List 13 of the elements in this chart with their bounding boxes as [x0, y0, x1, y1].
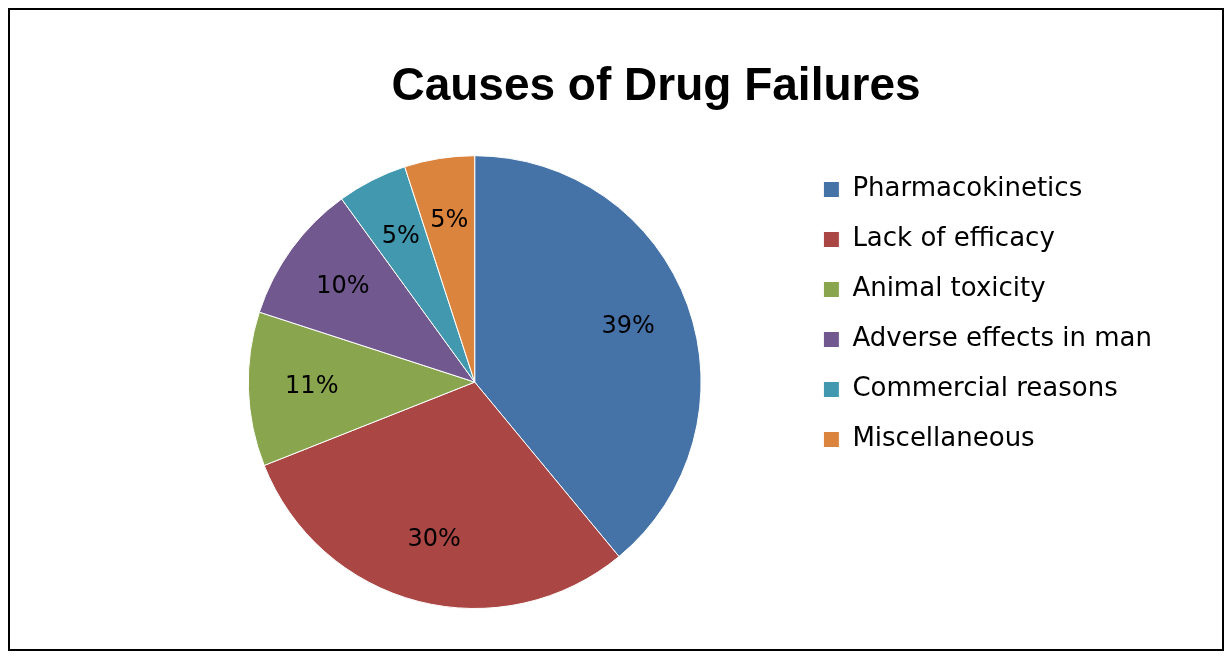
legend-label: Adverse effects in man: [852, 322, 1152, 353]
legend-label: Pharmacokinetics: [852, 172, 1083, 203]
data-label: 39%: [601, 311, 655, 340]
data-label: 5%: [430, 205, 469, 234]
legend-label: Miscellaneous: [852, 422, 1035, 453]
data-label: 5%: [381, 221, 420, 250]
data-label: 11%: [285, 371, 339, 400]
data-label: 10%: [316, 270, 370, 299]
data-label: 30%: [407, 524, 461, 553]
chart-title: Causes of Drug Failures: [391, 58, 921, 111]
legend-label: Lack of efficacy: [852, 222, 1055, 253]
legend-label: Animal toxicity: [852, 272, 1046, 303]
legend-label: Commercial reasons: [852, 372, 1118, 403]
